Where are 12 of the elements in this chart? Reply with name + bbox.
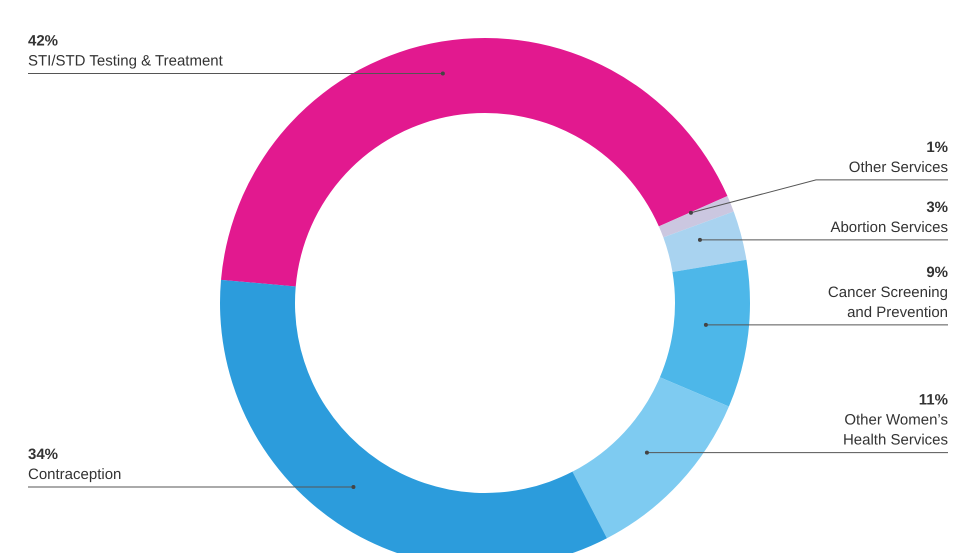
slice-label: STI/STD Testing & Treatment: [28, 52, 224, 70]
slice-label: Other Services: [848, 158, 948, 176]
data-label: 42%: [28, 32, 58, 50]
data-label: 3%: [926, 198, 948, 216]
slice-label: Cancer Screening and Prevention: [828, 284, 948, 321]
data-label: 9%: [926, 264, 948, 281]
data-label: 11%: [918, 392, 948, 409]
slice-label: Abortion Services: [830, 218, 948, 236]
data-label: 1%: [926, 138, 948, 156]
slice-label: Other Women’s Health Services: [842, 412, 948, 449]
data-label: 34%: [28, 446, 58, 464]
slice-label: Contraception: [28, 466, 122, 484]
